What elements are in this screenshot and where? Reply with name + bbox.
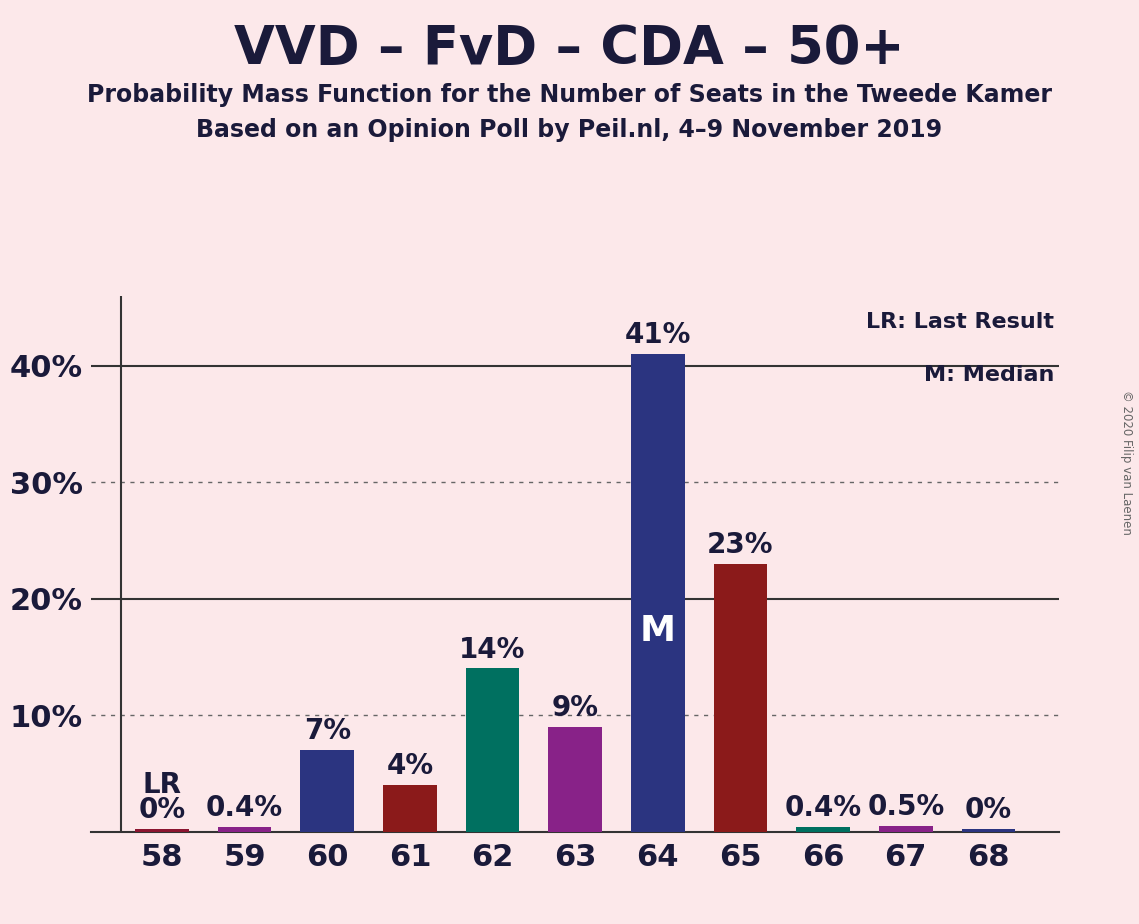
- Text: 0.5%: 0.5%: [867, 793, 944, 821]
- Text: M: M: [640, 614, 675, 648]
- Bar: [631, 354, 685, 832]
- Text: Based on an Opinion Poll by Peil.nl, 4–9 November 2019: Based on an Opinion Poll by Peil.nl, 4–9…: [196, 118, 943, 142]
- Bar: [548, 727, 603, 832]
- Text: 41%: 41%: [624, 322, 691, 349]
- Bar: [383, 785, 436, 832]
- Bar: [796, 827, 850, 832]
- Bar: [961, 829, 1015, 832]
- Text: © 2020 Filip van Laenen: © 2020 Filip van Laenen: [1121, 390, 1133, 534]
- Text: 0.4%: 0.4%: [206, 795, 284, 822]
- Text: Probability Mass Function for the Number of Seats in the Tweede Kamer: Probability Mass Function for the Number…: [87, 83, 1052, 107]
- Text: 9%: 9%: [551, 694, 599, 722]
- Text: LR: LR: [142, 771, 181, 799]
- Text: VVD – FvD – CDA – 50+: VVD – FvD – CDA – 50+: [235, 23, 904, 75]
- Bar: [714, 564, 768, 832]
- Bar: [466, 668, 519, 832]
- Text: LR: Last Result: LR: Last Result: [867, 311, 1055, 332]
- Text: 0%: 0%: [965, 796, 1011, 824]
- Bar: [136, 829, 189, 832]
- Text: 0%: 0%: [139, 796, 186, 824]
- Text: 0.4%: 0.4%: [785, 795, 862, 822]
- Text: 7%: 7%: [304, 717, 351, 746]
- Bar: [879, 826, 933, 832]
- Text: M: Median: M: Median: [924, 365, 1055, 385]
- Bar: [301, 750, 354, 832]
- Bar: [218, 827, 271, 832]
- Text: 4%: 4%: [386, 752, 434, 781]
- Text: 14%: 14%: [459, 636, 526, 663]
- Text: 23%: 23%: [707, 531, 773, 559]
